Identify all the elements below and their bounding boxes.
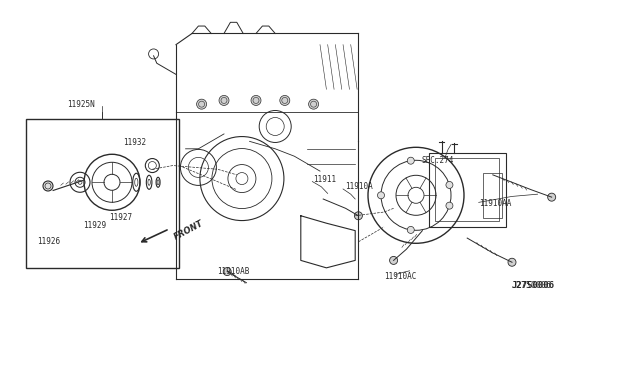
Bar xyxy=(435,158,499,221)
Bar xyxy=(483,173,502,218)
Circle shape xyxy=(407,157,414,164)
Circle shape xyxy=(196,99,207,109)
Text: 11910AC: 11910AC xyxy=(384,272,417,280)
Text: 11926: 11926 xyxy=(37,237,60,246)
Circle shape xyxy=(508,258,516,266)
Text: J2750006: J2750006 xyxy=(512,281,555,290)
Text: 11929: 11929 xyxy=(83,221,106,230)
Text: 11932: 11932 xyxy=(123,138,146,147)
Circle shape xyxy=(280,96,290,105)
Circle shape xyxy=(43,181,53,191)
Text: 11910AA: 11910AA xyxy=(479,199,511,208)
Text: SEC.274: SEC.274 xyxy=(421,156,454,165)
Circle shape xyxy=(548,193,556,201)
Circle shape xyxy=(446,202,453,209)
Text: 11910A: 11910A xyxy=(346,182,373,191)
Text: 11911: 11911 xyxy=(314,175,337,184)
Circle shape xyxy=(219,96,229,105)
Circle shape xyxy=(223,267,231,276)
Circle shape xyxy=(308,99,319,109)
Circle shape xyxy=(390,256,397,264)
Circle shape xyxy=(355,212,362,220)
Circle shape xyxy=(378,192,385,199)
Circle shape xyxy=(407,227,414,233)
Text: 11925N: 11925N xyxy=(67,100,95,109)
Text: FRONT: FRONT xyxy=(173,218,205,241)
Circle shape xyxy=(251,96,261,105)
Bar xyxy=(429,153,506,227)
Text: J2750006: J2750006 xyxy=(512,281,552,290)
Text: 11927: 11927 xyxy=(109,213,132,222)
Circle shape xyxy=(446,182,453,189)
Bar xyxy=(26,119,179,268)
Text: 11910AB: 11910AB xyxy=(218,267,250,276)
